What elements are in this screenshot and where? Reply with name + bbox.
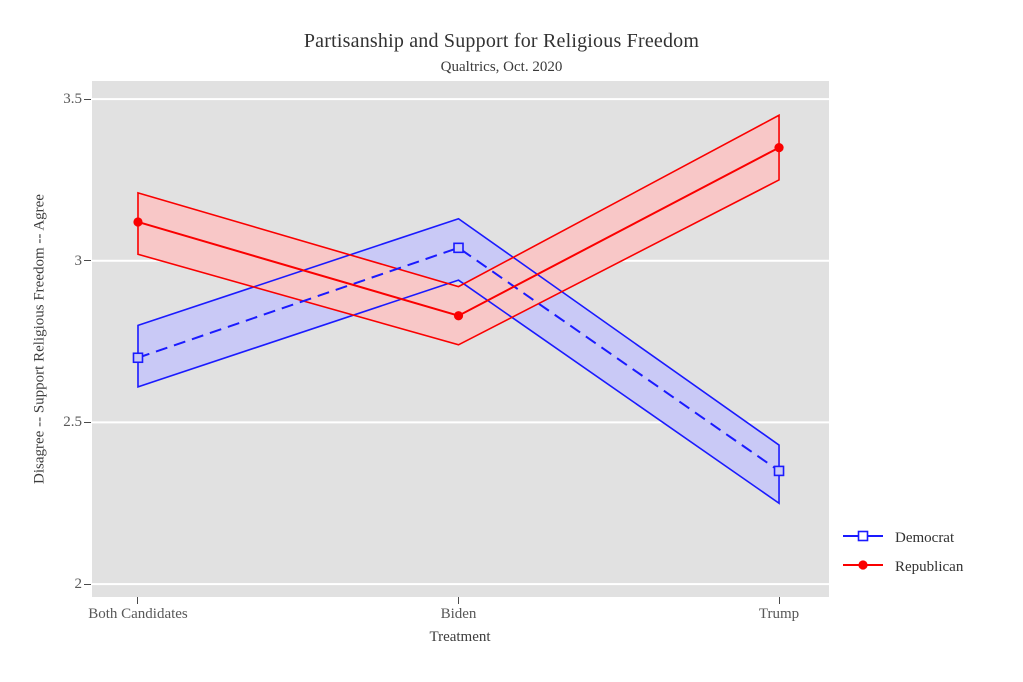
y-tick-mark-2 [84, 583, 91, 585]
y-tick-label-2.5: 2.5 [63, 414, 82, 431]
confidence-band-republican [137, 115, 780, 345]
x-tick-label-1: Biden [440, 606, 477, 622]
legend-item-republican: Republican [843, 557, 963, 578]
marker-democrat-1-icon [453, 242, 464, 254]
x-tick-mark-0 [137, 597, 139, 604]
marker-republican-1-icon [453, 311, 464, 321]
legend-label-democrat: Democrat [895, 530, 955, 546]
y-tick-label-3.5: 3.5 [63, 91, 82, 108]
legend-marker [858, 560, 868, 570]
marker-republican-0-icon [133, 217, 143, 227]
x-tick-mark-1 [458, 597, 459, 604]
republican-line-marker-icon [843, 557, 883, 578]
y-tick-label-3: 3 [74, 252, 83, 269]
chart-title: Partisanship and Support for Religious F… [303, 30, 700, 52]
x-tick-mark-2 [778, 597, 780, 604]
series-line-democrat [137, 246, 780, 472]
confidence-band-outline-republican [137, 113, 780, 346]
marker-republican-2-icon [774, 143, 784, 153]
legend-marker [857, 530, 869, 542]
chart-canvas [92, 81, 829, 597]
legend-item-democrat: Democrat [843, 528, 963, 549]
y-tick-mark-3.5 [84, 98, 91, 100]
legend-label-republican: Republican [895, 559, 964, 575]
marker-democrat-0-icon [132, 352, 144, 364]
y-tick-mark-2.5 [84, 421, 91, 423]
legend-swatch-svg [843, 530, 883, 542]
marker-democrat-2-icon [773, 465, 785, 477]
x-tick-label-2: Trump [758, 606, 800, 622]
plot-area [92, 81, 829, 597]
y-tick-label-2: 2 [74, 576, 83, 593]
x-tick-label-0: Both Candidates [88, 606, 188, 622]
y-axis-title: Disagree -- Support Religious Freedom --… [31, 194, 48, 484]
confidence-band-outline-democrat [137, 217, 780, 505]
x-axis-title: Treatment [429, 629, 491, 645]
chart-subtitle: Qualtrics, Oct. 2020 [440, 59, 563, 75]
democrat-line-marker-icon [843, 528, 883, 549]
legend: Democrat Republican [843, 528, 963, 578]
y-tick-mark-3 [84, 260, 91, 262]
legend-swatch-svg [843, 560, 883, 570]
